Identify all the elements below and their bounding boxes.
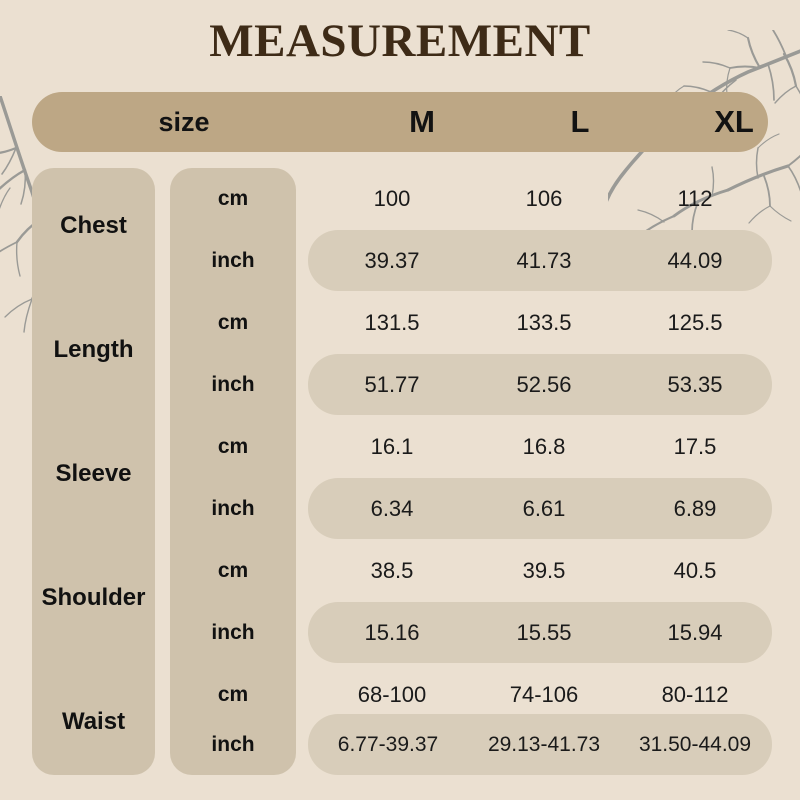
table-row: 16.1 16.8 17.5 [308, 416, 772, 477]
unit-cell: inch [211, 373, 255, 396]
value-cell: 100 [373, 186, 411, 211]
measurement-label-column: Chest Length Sleeve Shoulder Waist [32, 168, 155, 775]
measurement-label-sleeve: Sleeve [55, 460, 132, 487]
measurement-label-chest: Chest [60, 212, 127, 239]
value-cell: 39.5 [522, 558, 566, 583]
value-cell: 131.5 [364, 310, 420, 335]
value-cell: 38.5 [370, 558, 414, 583]
header-size-m: M [409, 104, 435, 139]
unit-cell: inch [211, 249, 255, 272]
unit-cell: inch [211, 733, 255, 756]
table-row: 38.5 39.5 40.5 [308, 540, 772, 601]
table-row: 6.77-39.37 29.13-41.73 31.50-44.09 [308, 714, 772, 775]
page-title: MEASUREMENT [209, 15, 591, 67]
unit-cell: inch [211, 497, 255, 520]
unit-cell: cm [217, 559, 249, 582]
value-cell: 51.77 [364, 372, 420, 397]
unit-cell: cm [217, 683, 249, 706]
unit-cell: cm [217, 435, 249, 458]
value-cell: 133.5 [516, 310, 572, 335]
measurement-label-waist: Waist [61, 708, 126, 735]
measurement-label-shoulder: Shoulder [41, 584, 146, 611]
value-cell: 31.50-44.09 [638, 733, 752, 756]
measurement-label-length: Length [53, 336, 134, 363]
table-row: 51.77 52.56 53.35 [308, 354, 772, 415]
value-cell: 44.09 [667, 248, 723, 273]
value-cell: 16.1 [370, 434, 414, 459]
table-header-bar: size M L XL [32, 92, 768, 152]
value-cell: 125.5 [667, 310, 723, 335]
value-cell: 112 [677, 186, 713, 211]
value-cell: 52.56 [516, 372, 572, 397]
value-cell: 39.37 [364, 248, 420, 273]
unit-cell: cm [217, 187, 249, 210]
header-size-l: L [570, 104, 590, 139]
value-cell: 53.35 [667, 372, 723, 397]
table-row: 39.37 41.73 44.09 [308, 230, 772, 291]
value-cell: 6.77-39.37 [337, 733, 439, 756]
header-size-xl: XL [714, 104, 754, 139]
table-row: 131.5 133.5 125.5 [308, 292, 772, 353]
value-cell: 74-106 [509, 682, 579, 707]
value-cell: 68-100 [357, 682, 427, 707]
value-cell: 15.94 [667, 620, 723, 645]
value-cell: 6.34 [370, 496, 414, 521]
unit-cell: inch [211, 621, 255, 644]
value-cell: 106 [525, 186, 563, 211]
unit-cell: cm [217, 311, 249, 334]
value-cell: 6.89 [673, 496, 717, 521]
table-row: 100 106 112 [308, 168, 772, 229]
value-cell: 15.55 [516, 620, 572, 645]
value-cell: 16.8 [522, 434, 566, 459]
table-row: 68-100 74-106 80-112 [308, 664, 772, 725]
table-row: 15.16 15.55 15.94 [308, 602, 772, 663]
unit-column: cm inch cm inch cm inch cm inch cm inch [170, 168, 296, 775]
table-row: 6.34 6.61 6.89 [308, 478, 772, 539]
value-cell: 17.5 [673, 434, 717, 459]
header-size-label: size [158, 107, 210, 137]
value-cell: 80-112 [661, 682, 729, 707]
value-cell: 15.16 [364, 620, 420, 645]
value-cell: 6.61 [522, 496, 566, 521]
value-cell: 29.13-41.73 [487, 733, 601, 756]
value-cell: 40.5 [673, 558, 717, 583]
value-cell: 41.73 [516, 248, 572, 273]
value-grid: 100 106 112 39.37 41.73 44.09 131.5 133.… [308, 168, 772, 775]
